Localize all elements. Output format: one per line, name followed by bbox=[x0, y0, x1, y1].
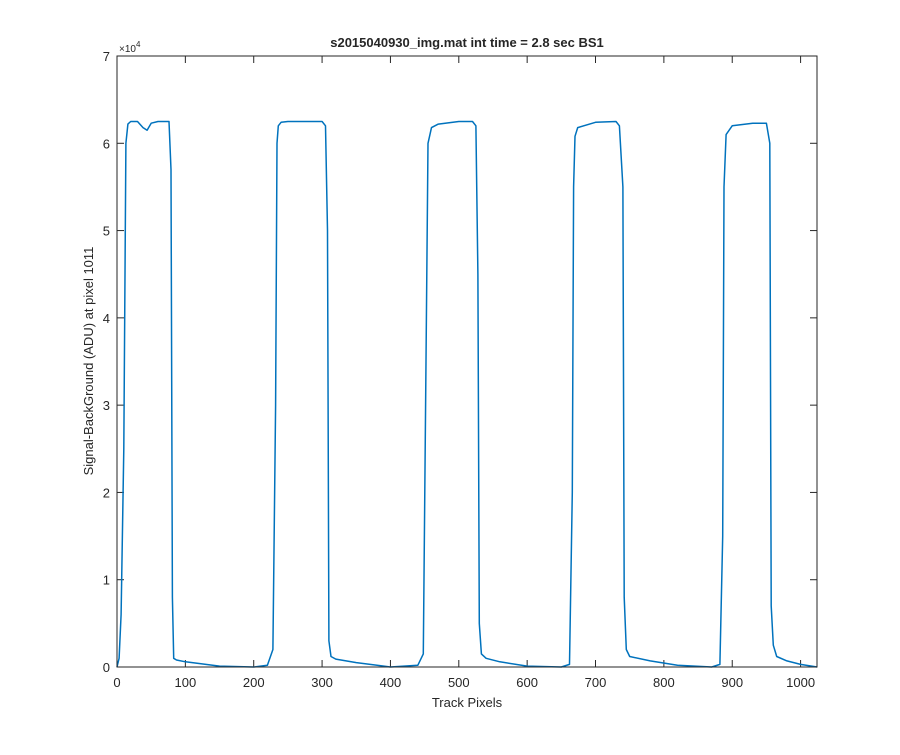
y-tick-label: 2 bbox=[103, 485, 110, 500]
x-tick-label: 0 bbox=[113, 675, 120, 690]
x-tick-label: 600 bbox=[516, 675, 538, 690]
x-tick-label: 800 bbox=[653, 675, 675, 690]
chart-title: s2015040930_img.mat int time = 2.8 sec B… bbox=[330, 35, 604, 50]
axes-box bbox=[116, 55, 818, 668]
x-axis-ticks: 0 100 200 300 400 500 600 700 800 900 1000 bbox=[113, 56, 815, 690]
x-tick-label: 1000 bbox=[786, 675, 815, 690]
y-tick-label: 7 bbox=[103, 49, 110, 64]
y-exponent-base: ×10 bbox=[119, 44, 136, 55]
x-tick-label: 700 bbox=[585, 675, 607, 690]
x-tick-label: 200 bbox=[243, 675, 265, 690]
x-tick-label: 100 bbox=[175, 675, 197, 690]
x-tick-label: 500 bbox=[448, 675, 470, 690]
x-tick-label: 400 bbox=[380, 675, 402, 690]
y-tick-label: 5 bbox=[103, 224, 110, 239]
y-axis-label: Signal-BackGround (ADU) at pixel 1011 bbox=[81, 247, 96, 476]
y-exponent-power: 4 bbox=[136, 40, 141, 49]
y-axis-ticks: 0 1 2 3 4 5 6 7 bbox=[103, 49, 817, 675]
x-tick-label: 300 bbox=[311, 675, 333, 690]
x-axis-label: Track Pixels bbox=[432, 695, 503, 710]
y-tick-label: 6 bbox=[103, 136, 110, 151]
series-line bbox=[116, 120, 818, 668]
x-tick-label: 900 bbox=[721, 675, 743, 690]
y-tick-label: 4 bbox=[103, 311, 110, 326]
y-tick-label: 1 bbox=[103, 573, 110, 588]
plot-area bbox=[117, 56, 817, 667]
y-exponent-label: ×104 bbox=[119, 40, 141, 55]
y-tick-label: 0 bbox=[103, 660, 110, 675]
y-tick-label: 3 bbox=[103, 398, 110, 413]
